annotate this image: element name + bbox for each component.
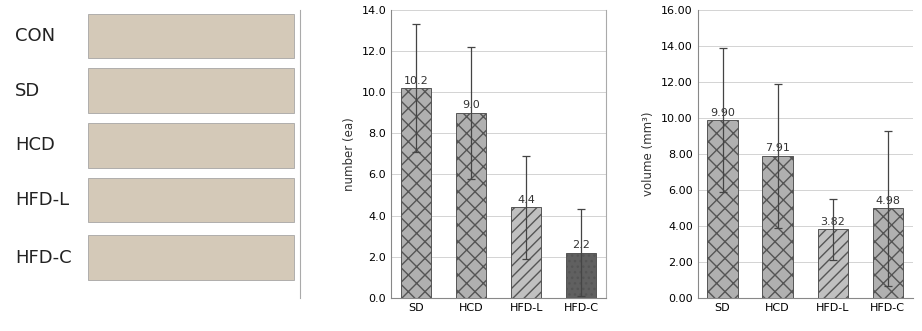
- Text: HCD: HCD: [15, 136, 55, 154]
- Text: 4.98: 4.98: [875, 196, 901, 206]
- Text: CON: CON: [15, 27, 55, 45]
- Text: HFD-C: HFD-C: [15, 249, 72, 266]
- FancyBboxPatch shape: [88, 14, 294, 58]
- Text: 10.2: 10.2: [404, 75, 429, 86]
- Bar: [401, 88, 431, 298]
- Y-axis label: volume (mm³): volume (mm³): [643, 112, 656, 196]
- FancyBboxPatch shape: [88, 235, 294, 280]
- Bar: [762, 156, 793, 298]
- Y-axis label: number (ea): number (ea): [343, 117, 356, 191]
- Bar: [456, 113, 486, 298]
- Text: HFD-L: HFD-L: [15, 191, 69, 209]
- Text: 2.2: 2.2: [573, 240, 590, 250]
- Bar: [566, 253, 597, 298]
- Bar: [818, 229, 848, 298]
- Bar: [873, 208, 903, 298]
- Text: 4.4: 4.4: [517, 195, 535, 205]
- FancyBboxPatch shape: [88, 68, 294, 113]
- Text: 9.0: 9.0: [462, 100, 480, 110]
- Bar: [511, 208, 541, 298]
- Bar: [707, 120, 738, 298]
- Text: 3.82: 3.82: [821, 217, 845, 227]
- Text: 9.90: 9.90: [710, 108, 735, 118]
- Text: SD: SD: [15, 81, 41, 100]
- FancyBboxPatch shape: [88, 178, 294, 222]
- Text: 7.91: 7.91: [765, 143, 790, 153]
- FancyBboxPatch shape: [88, 123, 294, 167]
